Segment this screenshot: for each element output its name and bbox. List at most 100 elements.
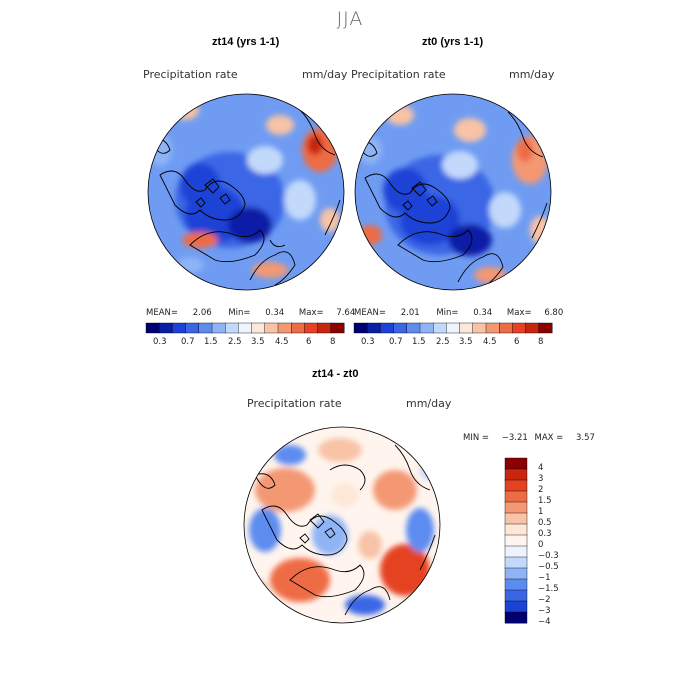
min-label: Min= [436, 308, 459, 318]
cbar2-tick: 4.5 [483, 337, 497, 347]
colorbar-zt0 [353, 322, 553, 334]
cbar1-tick: 4.5 [275, 337, 289, 347]
colorbar-swatch [504, 578, 528, 591]
colorbar-swatch [504, 490, 528, 503]
colorbar-swatch [446, 322, 461, 334]
cbar2-tick: 0.3 [361, 337, 375, 347]
panel-title-zt0: zt0 (yrs 1-1) [422, 36, 484, 48]
colorbar-swatch [406, 322, 421, 334]
colorbar-swatch [264, 322, 279, 334]
min-label: Min= [228, 308, 251, 318]
colorbar-swatch [277, 322, 292, 334]
map-zt14 [148, 94, 344, 290]
variable-label-zt0: Precipitation rate [351, 68, 446, 81]
colorbar-swatch [504, 600, 528, 613]
colorbar-swatch [504, 468, 528, 481]
figure-title: JJA [336, 8, 364, 30]
stats-zt0: MEAN= 2.01 Min= 0.34 Max= 6.80 [354, 308, 563, 318]
colorbar-difference [504, 457, 528, 624]
colorbar-swatch [504, 534, 528, 547]
colorbar-difference-label: 4 [538, 463, 544, 473]
colorbar-swatch [504, 457, 528, 470]
colorbar-difference-label: −1 [538, 573, 551, 583]
colorbar-swatch [158, 322, 173, 334]
colorbar-difference-label: 2 [538, 485, 544, 495]
colorbar-swatch [317, 322, 332, 334]
colorbar-swatch [499, 322, 513, 334]
colorbar-difference-label: 0.5 [538, 518, 552, 528]
cbar1-tick: 8 [330, 337, 336, 347]
max-label: Max= [506, 308, 532, 318]
stats-difference: MIN = −3.21 MAX = 3.57 [463, 433, 595, 443]
colorbar-difference-label: 0.3 [538, 529, 552, 539]
cbar2-tick: 3.5 [459, 337, 473, 347]
colorbar-swatch [504, 589, 528, 602]
colorbar-swatch [504, 501, 528, 514]
units-label-difference: mm/day [406, 397, 452, 410]
colorbar-difference-label: 1.5 [538, 496, 552, 506]
cbar1-tick: 3.5 [251, 337, 265, 347]
colorbar-swatch [525, 322, 540, 334]
colorbar-swatch [504, 556, 528, 569]
min-value: 0.34 [473, 308, 493, 318]
colorbar-zt14 [145, 322, 345, 334]
colorbar-swatch [145, 322, 160, 334]
colorbar-swatch [538, 322, 553, 334]
colorbar-swatch [393, 322, 408, 334]
colorbar-swatch [504, 545, 528, 558]
colorbar-difference-label: 0 [538, 540, 544, 550]
units-label-zt14: mm/day [302, 68, 348, 81]
max-value: 3.57 [576, 433, 595, 443]
colorbar-swatch [198, 322, 213, 334]
colorbar-swatch [238, 322, 253, 334]
max-value: 7.64 [336, 308, 356, 318]
max-label: Max= [298, 308, 324, 318]
colorbar-swatch [224, 322, 239, 334]
panel-title-zt14: zt14 (yrs 1-1) [212, 36, 280, 48]
min-value: −3.21 [501, 433, 528, 443]
colorbar-swatch [304, 322, 319, 334]
variable-label-difference: Precipitation rate [247, 397, 342, 410]
colorbar-swatch [504, 523, 528, 536]
colorbar-difference-label: −0.3 [538, 551, 559, 561]
cbar2-tick: 6 [514, 337, 520, 347]
colorbar-difference-label: −4 [538, 617, 551, 627]
colorbar-difference-label: −2 [538, 595, 551, 605]
mean-label: MEAN= [146, 308, 178, 318]
colorbar-swatch [251, 322, 266, 334]
colorbar-swatch [433, 322, 447, 334]
mean-value: 2.01 [400, 308, 420, 318]
colorbar-difference-label: −1.5 [538, 584, 559, 594]
cbar1-tick: 2.5 [228, 337, 242, 347]
colorbar-swatch [367, 322, 381, 334]
colorbar-swatch [353, 322, 368, 334]
mean-label: MEAN= [354, 308, 386, 318]
colorbar-swatch [504, 479, 528, 492]
cbar2-tick: 8 [538, 337, 544, 347]
colorbar-swatch [330, 322, 345, 334]
colorbar-difference-label: 1 [538, 507, 544, 517]
colorbar-swatch [504, 567, 528, 580]
units-label-zt0: mm/day [509, 68, 555, 81]
colorbar-difference-label: −3 [538, 606, 551, 616]
min-label: MIN = [463, 433, 490, 443]
max-label: MAX = [534, 433, 564, 443]
colorbar-swatch [380, 322, 395, 334]
colorbar-swatch [504, 611, 528, 624]
colorbar-swatch [172, 322, 187, 334]
cbar1-tick: 1.5 [204, 337, 218, 347]
cbar1-tick: 6 [306, 337, 312, 347]
map-difference [244, 427, 440, 623]
mean-value: 2.06 [192, 308, 212, 318]
colorbar-swatch [291, 322, 305, 334]
colorbar-swatch [419, 322, 434, 334]
colorbar-difference-label: −0.5 [538, 562, 559, 572]
stats-zt14: MEAN= 2.06 Min= 0.34 Max= 7.64 [146, 308, 355, 318]
panel-title-difference: zt14 - zt0 [312, 368, 359, 380]
cbar1-tick: 0.3 [153, 337, 167, 347]
max-value: 6.80 [544, 308, 564, 318]
min-value: 0.34 [265, 308, 285, 318]
colorbar-swatch [485, 322, 500, 334]
cbar2-tick: 1.5 [412, 337, 426, 347]
